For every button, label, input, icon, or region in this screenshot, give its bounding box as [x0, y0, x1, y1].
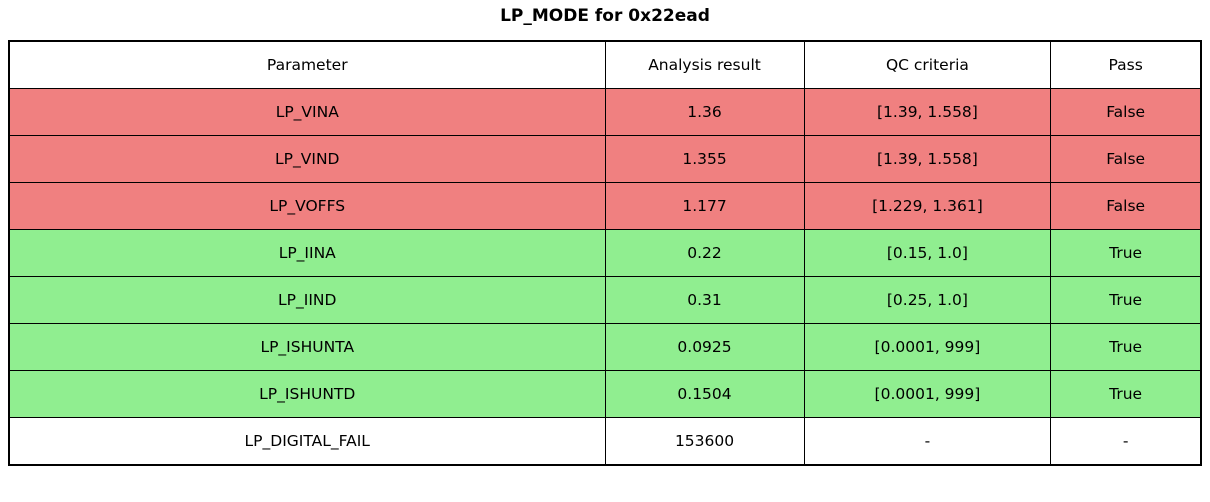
header-analysis-result: Analysis result: [604, 40, 805, 89]
cell-result: 1.355: [604, 135, 805, 183]
cell-pass: True: [1050, 323, 1202, 371]
cell-pass: False: [1050, 135, 1202, 183]
cell-result: 0.31: [604, 276, 805, 324]
cell-pass: True: [1050, 276, 1202, 324]
cell-parameter: LP_VINA: [8, 88, 606, 136]
cell-qc: [0.15, 1.0]: [803, 229, 1052, 277]
cell-parameter: LP_ISHUNTD: [8, 370, 606, 418]
table-row: LP_VIND 1.355 [1.39, 1.558] False: [8, 135, 1202, 183]
cell-parameter: LP_IIND: [8, 276, 606, 324]
header-qc-criteria: QC criteria: [803, 40, 1052, 89]
qc-table-header: Parameter Analysis result QC criteria Pa…: [8, 40, 1202, 89]
cell-pass: True: [1050, 370, 1202, 418]
qc-table-body: LP_VINA 1.36 [1.39, 1.558] False LP_VIND 1.35…: [8, 88, 1202, 466]
cell-pass: False: [1050, 88, 1202, 136]
table-row: LP_IINA 0.22 [0.15, 1.0] True: [8, 229, 1202, 277]
table-row: LP_ISHUNTA 0.0925 [0.0001, 999] True: [8, 323, 1202, 371]
cell-qc: [0.25, 1.0]: [803, 276, 1052, 324]
cell-result: 0.22: [604, 229, 805, 277]
cell-qc: [1.39, 1.558]: [803, 88, 1052, 136]
cell-qc: [1.229, 1.361]: [803, 182, 1052, 230]
cell-qc: [1.39, 1.558]: [803, 135, 1052, 183]
cell-parameter: LP_ISHUNTA: [8, 323, 606, 371]
cell-result: 1.36: [604, 88, 805, 136]
table-row: LP_IIND 0.31 [0.25, 1.0] True: [8, 276, 1202, 324]
cell-pass: False: [1050, 182, 1202, 230]
header-pass: Pass: [1050, 40, 1202, 89]
cell-qc: -: [803, 417, 1052, 466]
cell-result: 1.177: [604, 182, 805, 230]
cell-qc: [0.0001, 999]: [803, 370, 1052, 418]
cell-result: 0.0925: [604, 323, 805, 371]
table-row: LP_VOFFS 1.177 [1.229, 1.361] False: [8, 182, 1202, 230]
figure-title: LP_MODE for 0x22ead: [500, 6, 710, 26]
table-row: LP_VINA 1.36 [1.39, 1.558] False: [8, 88, 1202, 136]
cell-result: 0.1504: [604, 370, 805, 418]
table-row: LP_ISHUNTD 0.1504 [0.0001, 999] True: [8, 370, 1202, 418]
cell-parameter: LP_VOFFS: [8, 182, 606, 230]
cell-parameter: LP_IINA: [8, 229, 606, 277]
header-parameter: Parameter: [8, 40, 606, 89]
cell-pass: -: [1050, 417, 1202, 466]
header-row: Parameter Analysis result QC criteria Pa…: [8, 40, 1202, 89]
cell-parameter: LP_VIND: [8, 135, 606, 183]
cell-pass: True: [1050, 229, 1202, 277]
cell-qc: [0.0001, 999]: [803, 323, 1052, 371]
cell-parameter: LP_DIGITAL_FAIL: [8, 417, 606, 466]
cell-result: 153600: [604, 417, 805, 466]
qc-table: Parameter Analysis result QC criteria Pa…: [8, 40, 1202, 466]
table-row: LP_DIGITAL_FAIL 153600- -: [8, 417, 1202, 466]
